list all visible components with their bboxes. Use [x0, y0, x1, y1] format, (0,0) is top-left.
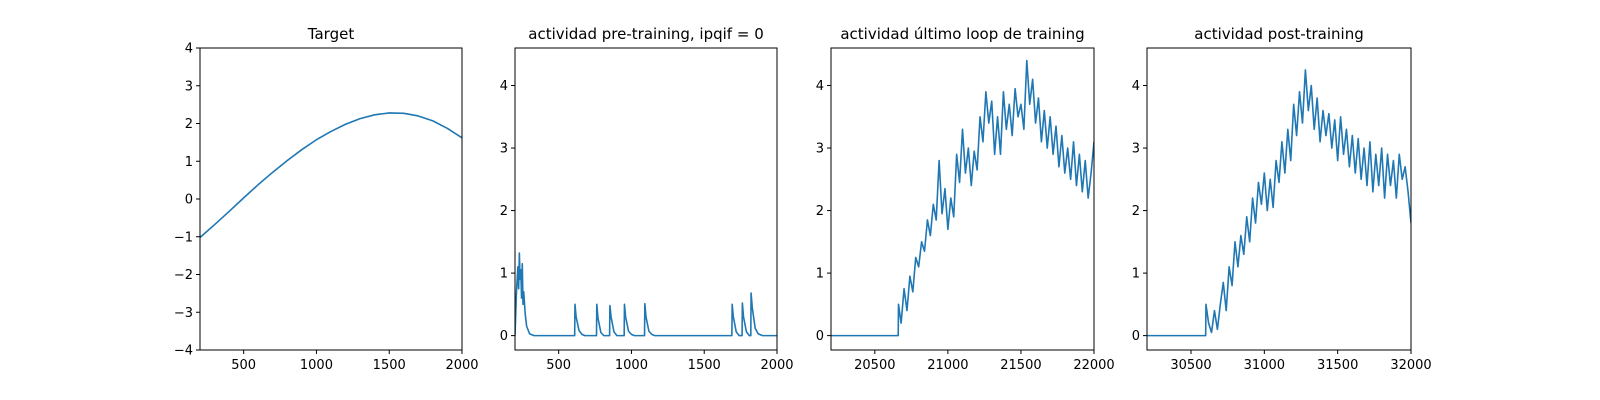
- x-tick-label: 1500: [688, 358, 721, 373]
- y-tick-label: 3: [1132, 142, 1140, 157]
- chart-title: Target: [307, 25, 355, 43]
- x-tick-label: 1000: [300, 358, 333, 373]
- y-tick-label: −3: [174, 306, 193, 321]
- y-tick-label: 3: [185, 79, 193, 94]
- y-tick-label: 4: [816, 79, 824, 94]
- y-tick-label: 3: [500, 142, 508, 157]
- y-tick-label: 0: [185, 193, 193, 208]
- series-line-2-1: [515, 252, 777, 337]
- axes-frame: [830, 47, 1095, 351]
- x-tick-label: 2000: [760, 358, 793, 373]
- chart-panel-4: 30500 31000 31500 32000 0 1 2 3 4 actividad post-…: [1132, 25, 1432, 373]
- y-tick-label: 2: [500, 204, 508, 219]
- y-tick-label: 4: [1132, 79, 1140, 94]
- x-tick-label: 1000: [615, 358, 648, 373]
- series-line-1-1: [200, 112, 462, 239]
- y-tick-label: 1: [1132, 267, 1140, 282]
- y-tick-label: 2: [185, 117, 193, 132]
- y-tick-label: 0: [500, 329, 508, 344]
- y-tick-label: −1: [174, 230, 193, 245]
- x-tick-label: 2000: [445, 358, 478, 373]
- y-tick-label: 3: [816, 142, 824, 157]
- y-tick-label: −2: [174, 268, 193, 283]
- x-tick-label: 22000: [1073, 358, 1114, 373]
- x-tick-label: 21500: [1000, 358, 1041, 373]
- y-tick-label: 4: [185, 42, 193, 57]
- y-tick-label: 0: [816, 329, 824, 344]
- chart-panel-3: 20500 21000 21500 22000 0 1 2 3 4 actividad últim…: [816, 25, 1115, 373]
- x-tick-label: 21000: [927, 358, 968, 373]
- y-tick-label: 2: [816, 204, 824, 219]
- x-tick-label: 30500: [1170, 358, 1211, 373]
- x-tick-label: 20500: [854, 358, 895, 373]
- axes-frame: [514, 47, 778, 351]
- chart-panel-2: 500 1000 1500 2000 0 1 2 3 4 actividad pre-traini…: [500, 25, 794, 373]
- chart-title: actividad post-training: [1194, 25, 1363, 43]
- chart-title: actividad pre-training, ipqif = 0: [528, 25, 764, 43]
- y-tick-label: 1: [185, 155, 193, 170]
- chart-panel-1: 500 1000 1500 2000 −4 −3 −2 −1 0 1 2 3 4 Target: [174, 25, 479, 373]
- y-tick-label: 1: [500, 267, 508, 282]
- x-tick-label: 1500: [373, 358, 406, 373]
- y-tick-label: 4: [500, 79, 508, 94]
- axes-frame: [1146, 47, 1412, 351]
- y-tick-label: 1: [816, 267, 824, 282]
- y-tick-label: −4: [174, 344, 193, 359]
- x-tick-label: 500: [231, 358, 256, 373]
- x-tick-label: 32000: [1390, 358, 1431, 373]
- x-tick-label: 31500: [1317, 358, 1358, 373]
- x-tick-label: 500: [546, 358, 571, 373]
- x-tick-label: 31000: [1244, 358, 1285, 373]
- series-line-3-1: [831, 59, 1094, 337]
- series-line-4-1: [1147, 69, 1411, 337]
- chart-title: actividad último loop de training: [840, 25, 1084, 43]
- y-tick-label: 0: [1132, 329, 1140, 344]
- y-tick-label: 2: [1132, 204, 1140, 219]
